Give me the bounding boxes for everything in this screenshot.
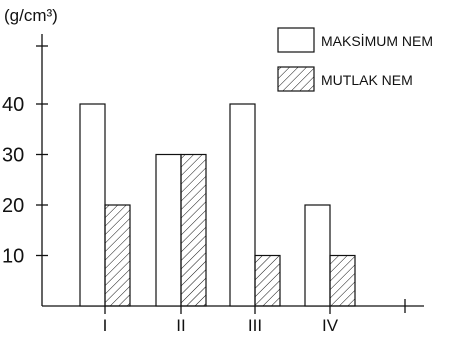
y-axis-label: (g/cm³)	[4, 6, 58, 25]
legend-label-mutlak-nem: MUTLAK NEM	[321, 72, 413, 88]
y-ticks: 10 20 30 40	[2, 45, 48, 268]
y-tick-label: 40	[2, 94, 24, 116]
bar-maksi-mum-nem	[79, 103, 106, 307]
bar-maksi-mum-nem	[304, 204, 331, 307]
bar-mutlak-nem	[329, 254, 356, 307]
legend-swatch-mutlak-nem	[277, 66, 315, 92]
bar-mutlak-nem	[104, 204, 131, 307]
x-tick-label: III	[248, 316, 262, 335]
y-tick-label: 10	[2, 246, 24, 268]
legend-label-maksimum-nem: MAKSİMUM NEM	[321, 32, 433, 49]
x-tick-label: I	[103, 316, 108, 335]
legend: MAKSİMUM NEM MUTLAK NEM	[277, 27, 433, 92]
y-tick-label: 20	[2, 195, 24, 217]
x-tick-label: IV	[322, 316, 339, 335]
bar-mutlak-nem	[180, 153, 207, 307]
y-tick-label: 30	[2, 145, 24, 167]
bar-maksi-mum-nem	[229, 103, 256, 307]
x-ticks: I II III IV	[103, 299, 406, 335]
bar-maksi-mum-nem	[155, 153, 182, 307]
bars	[79, 103, 356, 307]
bar-mutlak-nem	[254, 254, 281, 307]
x-tick-label: II	[176, 316, 185, 335]
legend-swatch-maksimum-nem	[277, 27, 315, 53]
